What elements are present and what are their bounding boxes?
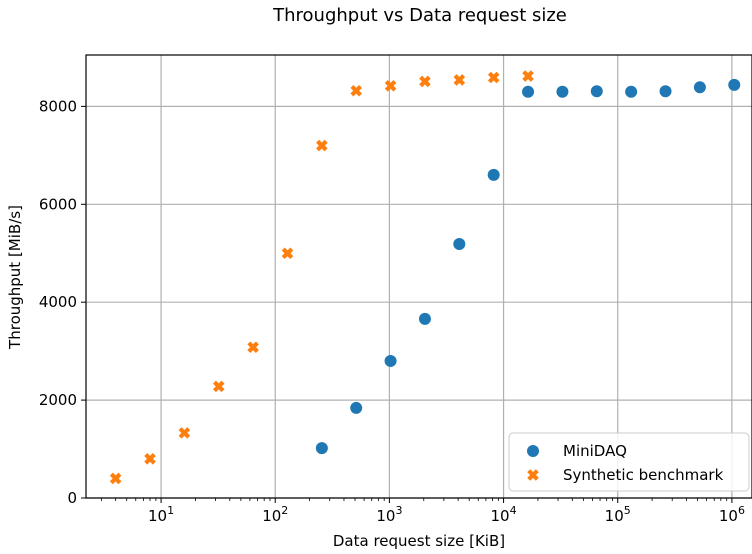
legend-box	[508, 432, 750, 492]
legend-marker-minidaq	[527, 445, 539, 457]
x-tick-label: 103	[376, 504, 402, 525]
data-point-synthetic	[212, 380, 225, 393]
data-point-minidaq	[487, 168, 500, 181]
data-point-synthetic	[109, 472, 122, 485]
data-point-synthetic	[419, 75, 431, 88]
legend-label-minidaq: MiniDAQ	[563, 442, 627, 460]
data-point-minidaq	[315, 442, 328, 455]
data-point-minidaq	[625, 85, 638, 98]
y-tick-label: 8000	[39, 97, 77, 115]
data-point-minidaq	[350, 401, 363, 414]
y-tick-label: 4000	[39, 293, 77, 311]
data-point-minidaq	[556, 85, 569, 98]
legend: MiniDAQ Synthetic benchmark	[508, 432, 750, 492]
data-point-synthetic	[281, 247, 294, 260]
data-point-minidaq	[522, 85, 535, 98]
x-tick-label: 101	[148, 504, 174, 525]
chart-title: Throughput vs Data request size	[272, 5, 567, 26]
y-axis-label: Throughput [MiB/s]	[6, 205, 24, 350]
y-tick-label: 6000	[39, 195, 77, 213]
data-point-synthetic	[144, 453, 156, 465]
data-point-minidaq	[693, 81, 706, 94]
plot-frame	[85, 54, 752, 499]
data-point-minidaq	[418, 312, 431, 325]
x-tick-label: 102	[262, 504, 288, 525]
data-point-minidaq	[728, 78, 741, 91]
data-point-synthetic	[453, 74, 466, 86]
x-tick-label: 106	[719, 504, 745, 525]
legend-marker-synthetic	[527, 469, 539, 481]
data-point-synthetic	[178, 427, 191, 439]
legend-label-synthetic: Synthetic benchmark	[563, 466, 724, 484]
y-tick-label: 0	[67, 489, 77, 507]
data-point-synthetic	[350, 84, 362, 97]
x-axis-label: Data request size [KiB]	[333, 532, 505, 550]
data-point-minidaq	[659, 85, 672, 98]
legend-x-glyph	[527, 469, 539, 481]
data-point-minidaq	[384, 354, 397, 367]
y-tick-label: 2000	[39, 391, 77, 409]
data-point-synthetic	[316, 139, 328, 152]
data-point-minidaq	[453, 237, 466, 250]
data-points	[109, 70, 741, 485]
ticks: 101 102 103 104 105 106 0 2000 4000 6000 8000	[39, 97, 745, 525]
data-point-synthetic	[384, 80, 397, 92]
data-point-synthetic	[487, 71, 500, 84]
data-point-synthetic	[522, 70, 534, 82]
data-point-synthetic	[247, 341, 259, 354]
x-tick-label: 104	[491, 504, 517, 525]
x-tick-label: 105	[605, 504, 631, 525]
data-point-minidaq	[590, 85, 603, 98]
